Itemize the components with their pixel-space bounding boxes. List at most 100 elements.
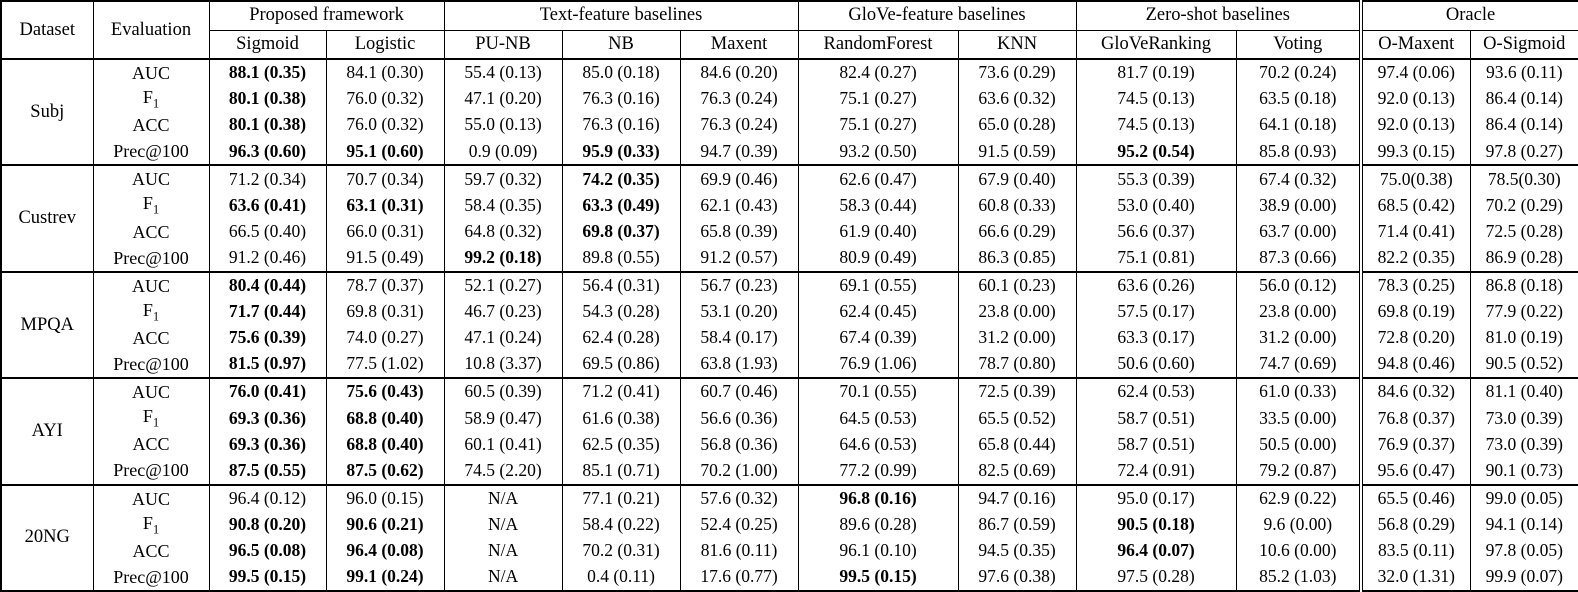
value-cell: N/A [443,483,563,512]
col-header-logistic: Logistic [325,30,445,60]
value-cell: 96.3 (0.60) [208,138,326,166]
value-cell: 76.3 (0.24) [679,86,799,113]
dataset-block-mpqa: MPQA AUC 80.4 (0.44) 78.7 (0.37) 52.1 (0.27)… [0,270,1578,379]
value-cell: 56.6 (0.37) [1075,218,1237,245]
value-cell: 91.5 (0.59) [957,138,1077,166]
value-cell: 99.2 (0.18) [443,244,563,272]
value-cell: 38.9 (0.00) [1235,192,1362,219]
table-row: ACC 69.3 (0.36) 68.8 (0.40) 60.1 (0.41) 62.5… [1,431,1578,458]
value-cell: 94.5 (0.35) [957,537,1077,564]
value-cell: 74.5 (0.13) [1075,86,1237,113]
value-cell: 31.2 (0.00) [1235,324,1362,352]
value-cell: 81.6 (0.11) [679,537,799,564]
value-cell: 63.6 (0.41) [208,192,326,219]
value-cell: 60.8 (0.33) [957,192,1077,219]
table-row: MPQA AUC 80.4 (0.44) 78.7 (0.37) 52.1 (0.27)… [0,270,1578,379]
value-cell: 99.5 (0.15) [797,563,959,591]
value-cell: 75.0(0.38) [1359,164,1471,193]
value-cell: 55.0 (0.13) [443,112,563,139]
value-cell: 73.0 (0.39) [1469,405,1578,432]
value-cell: 68.5 (0.42) [1359,192,1471,219]
value-cell: 95.9 (0.33) [561,138,681,166]
value-cell: 95.6 (0.47) [1359,457,1471,485]
table-row: F1 69.3 (0.36) 68.8 (0.40) 58.9 (0.47) 61.6 … [1,405,1578,432]
value-cell: 78.3 (0.25) [1359,270,1471,299]
value-cell: 85.1 (0.71) [561,457,681,485]
value-cell: 52.1 (0.27) [443,270,563,299]
value-cell: 64.5 (0.53) [797,405,959,432]
value-cell: 66.0 (0.31) [325,218,445,245]
group-header-glove-feature-baselines: GloVe-feature baselines [797,1,1077,31]
value-cell: 65.0 (0.28) [957,112,1077,139]
col-header-evaluation: Evaluation [92,1,209,60]
value-cell: 61.6 (0.38) [561,405,681,432]
value-cell: 58.3 (0.44) [797,192,959,219]
value-cell: 60.1 (0.23) [957,270,1077,299]
metric-label: AUC [92,483,209,512]
dataset-label: Subj [0,57,93,166]
value-cell: 69.8 (0.31) [325,298,445,325]
value-cell: 59.7 (0.32) [443,164,563,193]
dataset-label: Custrev [0,164,93,272]
value-cell: 77.9 (0.22) [1469,298,1578,325]
col-header-randomforest: RandomForest [797,30,959,60]
value-cell: 90.8 (0.20) [208,511,326,538]
value-cell: 75.6 (0.43) [325,377,445,406]
value-cell: 55.4 (0.13) [443,57,563,87]
metric-label: Prec@100 [92,563,209,591]
value-cell: 95.1 (0.60) [325,138,445,166]
value-cell: 80.9 (0.49) [797,244,959,272]
value-cell: 78.5(0.30) [1469,164,1578,193]
metric-label: AUC [92,57,209,87]
value-cell: 10.8 (3.37) [443,351,563,379]
value-cell: N/A [443,563,563,591]
value-cell: 77.5 (1.02) [325,351,445,379]
value-cell: 85.2 (1.03) [1235,563,1362,591]
value-cell: 97.4 (0.06) [1359,57,1471,87]
value-cell: 69.9 (0.46) [679,164,799,193]
value-cell: 62.9 (0.22) [1235,483,1362,512]
table-row: Prec@100 91.2 (0.46) 91.5 (0.49) 99.2 (0.18… [1,244,1578,272]
value-cell: 81.0 (0.19) [1469,324,1578,352]
value-cell: 75.1 (0.81) [1075,244,1237,272]
value-cell: 47.1 (0.20) [443,86,563,113]
value-cell: 76.9 (1.06) [797,351,959,379]
value-cell: 70.2 (0.29) [1469,192,1578,219]
value-cell: 74.0 (0.27) [325,324,445,352]
value-cell: 60.7 (0.46) [679,377,799,406]
value-cell: 72.5 (0.28) [1469,218,1578,245]
col-header-pu-nb: PU-NB [443,30,563,60]
value-cell: 86.9 (0.28) [1469,244,1578,272]
value-cell: 69.5 (0.86) [561,351,681,379]
table-row: Prec@100 99.5 (0.15) 99.1 (0.24) N/A 0.4 (0.… [1,563,1578,591]
value-cell: 32.0 (1.31) [1359,563,1471,591]
value-cell: 58.4 (0.17) [679,324,799,352]
group-header-proposed-framework: Proposed framework [208,1,445,31]
value-cell: 78.7 (0.80) [957,351,1077,379]
col-header-o-sigmoid: O-Sigmoid [1469,30,1578,60]
metric-label: F1 [92,86,209,113]
value-cell: 70.1 (0.55) [797,377,959,406]
value-cell: 56.8 (0.29) [1359,511,1471,538]
value-cell: 94.1 (0.14) [1469,511,1578,538]
value-cell: 75.1 (0.27) [797,86,959,113]
value-cell: 93.2 (0.50) [797,138,959,166]
metric-label: ACC [92,324,209,352]
value-cell: 64.6 (0.53) [797,431,959,458]
value-cell: 56.7 (0.23) [679,270,799,299]
value-cell: 90.5 (0.52) [1469,351,1578,379]
group-header-text-feature-baselines: Text-feature baselines [443,1,799,31]
value-cell: 81.5 (0.97) [208,351,326,379]
metric-label: Prec@100 [92,457,209,485]
value-cell: 62.1 (0.43) [679,192,799,219]
value-cell: 33.5 (0.00) [1235,405,1362,432]
metric-label: AUC [92,164,209,193]
value-cell: 91.5 (0.49) [325,244,445,272]
value-cell: 84.6 (0.32) [1359,377,1471,406]
value-cell: 91.2 (0.57) [679,244,799,272]
value-cell: 71.2 (0.34) [208,164,326,193]
value-cell: 65.8 (0.39) [679,218,799,245]
value-cell: 69.1 (0.55) [797,270,959,299]
value-cell: 81.7 (0.19) [1075,57,1237,87]
